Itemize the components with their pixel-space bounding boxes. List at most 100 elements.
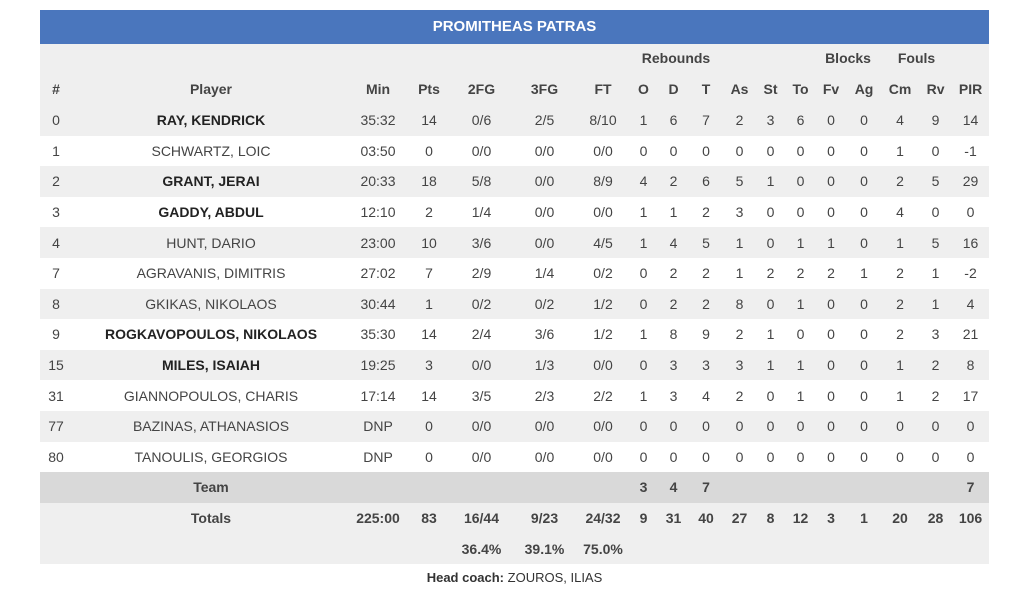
player-number: 4 [52,234,60,251]
player-pir: 16 [962,234,979,251]
player-assists: 5 [735,173,744,190]
player-blocks-for: 0 [827,387,835,404]
player-2fg: 2/9 [471,265,492,282]
player-assists: 0 [735,448,744,465]
col-header-pts[interactable]: Pts [418,80,440,97]
player-turnovers: 2 [796,265,805,282]
col-header-steals[interactable]: St [763,80,778,97]
col-header-2fg[interactable]: 2FG [467,80,496,97]
team-title: PROMITHEAS PATRAS [40,10,989,44]
player-ft: 0/0 [593,418,613,435]
player-fouls-committed: 1 [896,142,904,159]
player-name[interactable]: AGRAVANIS, DIMITRIS [136,265,286,282]
player-pir: 0 [966,204,975,221]
player-def-reb: 4 [669,234,678,251]
player-turnovers: 1 [796,357,805,374]
player-points: 0 [425,448,433,465]
col-header-def-reb[interactable]: D [668,80,679,97]
player-minutes: DNP [363,418,393,435]
player-name[interactable]: MILES, ISAIAH [161,357,260,374]
player-2fg: 1/4 [471,204,492,221]
player-3fg: 1/4 [534,265,555,282]
player-def-reb: 0 [669,418,678,435]
col-header-blocks-against[interactable]: Ag [854,80,874,97]
player-fouls-received: 0 [931,204,940,221]
player-steals: 2 [766,265,775,282]
col-header-number[interactable]: # [52,80,60,97]
player-number: 15 [48,357,64,374]
player-minutes: 19:25 [360,357,396,374]
col-header-off-reb[interactable]: O [638,80,649,97]
player-blocks-for: 0 [827,112,835,129]
player-assists: 0 [735,418,744,435]
player-blocks-against: 0 [860,418,868,435]
player-3fg: 0/0 [534,448,555,465]
player-pir: 17 [962,387,979,404]
player-points: 3 [425,357,433,374]
player-fouls-received: 2 [931,387,940,404]
player-name[interactable]: GADDY, ABDUL [158,204,264,221]
player-row: 2 GRANT, JERAI 20:33 18 5/8 0/0 8/9 4 2 6 5 1 0 0 0 2 5 2… [40,166,990,197]
column-header-row: # Player Min Pts 2FG 3FG FT O D T As St … [40,72,990,105]
col-header-pir[interactable]: PIR [958,80,983,97]
player-row: 80 TANOULIS, GEORGIOS DNP 0 0/0 0/0 0/0 0 0 0 0 0 0 0… [40,441,990,473]
player-ft: 8/9 [593,173,613,190]
col-header-turnovers[interactable]: To [792,80,809,97]
player-turnovers: 1 [796,234,805,251]
player-points: 18 [421,173,437,190]
player-steals: 0 [766,234,775,251]
player-name[interactable]: HUNT, DARIO [166,234,256,251]
player-name[interactable]: GRANT, JERAI [162,173,260,190]
player-steals: 3 [766,112,775,129]
player-fouls-received: 5 [931,234,940,251]
totals-tot-reb: 40 [698,510,714,527]
totals-blocks-against: 1 [860,510,868,527]
player-2fg: 3/5 [471,387,492,404]
player-name[interactable]: GIANNOPOULOS, CHARIS [123,387,299,404]
player-pir: 0 [966,448,975,465]
player-name[interactable]: RAY, KENDRICK [156,112,266,129]
player-fouls-received: 0 [931,142,940,159]
player-name[interactable]: BAZINAS, ATHANASIOS [132,418,290,435]
col-header-tot-reb[interactable]: T [701,80,711,97]
player-ft: 0/0 [593,448,613,465]
player-assists: 1 [735,234,744,251]
col-header-fouls-received[interactable]: Rv [926,80,945,97]
player-minutes: 03:50 [360,142,396,159]
totals-min: 225:00 [356,510,400,527]
team-tot-reb: 7 [702,479,710,496]
col-header-min[interactable]: Min [365,80,391,97]
player-2fg: 0/0 [471,142,492,159]
player-ft: 4/5 [593,234,613,251]
col-header-fouls-committed[interactable]: Cm [888,80,912,97]
player-fouls-committed: 2 [896,265,904,282]
col-header-assists[interactable]: As [730,80,749,97]
player-assists: 3 [735,204,744,221]
player-fouls-received: 1 [931,295,940,312]
player-blocks-against: 0 [860,234,868,251]
col-header-player[interactable]: Player [189,80,233,97]
player-blocks-against: 0 [860,295,868,312]
player-ft: 1/2 [593,295,613,312]
player-name[interactable]: ROGKAVOPOULOS, NIKOLAOS [104,326,318,343]
col-header-blocks-for[interactable]: Fv [822,80,840,97]
player-minutes: 35:30 [360,326,396,343]
col-header-3fg[interactable]: 3FG [530,80,559,97]
col-header-ft[interactable]: FT [594,80,612,97]
player-def-reb: 3 [669,357,678,374]
player-tot-reb: 4 [702,387,710,404]
player-row: 0 RAY, KENDRICK 35:32 14 0/6 2/5 8/10 1 6 7 2 3 6 0 0 4… [40,105,990,136]
player-number: 77 [48,418,64,435]
player-fouls-committed: 1 [896,387,904,404]
pct-3fg: 39.1% [524,540,565,557]
player-name[interactable]: TANOULIS, GEORGIOS [134,448,288,465]
player-row: 4 HUNT, DARIO 23:00 10 3/6 0/0 4/5 1 4 5 1 0 1 1 0 1 5 16 [40,227,990,258]
player-fouls-received: 3 [931,326,940,343]
pct-2fg: 36.4% [461,540,502,557]
player-name[interactable]: SCHWARTZ, LOIC [151,142,271,159]
player-pir: 8 [966,357,975,374]
player-name[interactable]: GKIKAS, NIKOLAOS [145,295,277,312]
player-ft: 0/0 [593,142,613,159]
player-steals: 1 [766,357,775,374]
player-minutes: DNP [363,448,393,465]
